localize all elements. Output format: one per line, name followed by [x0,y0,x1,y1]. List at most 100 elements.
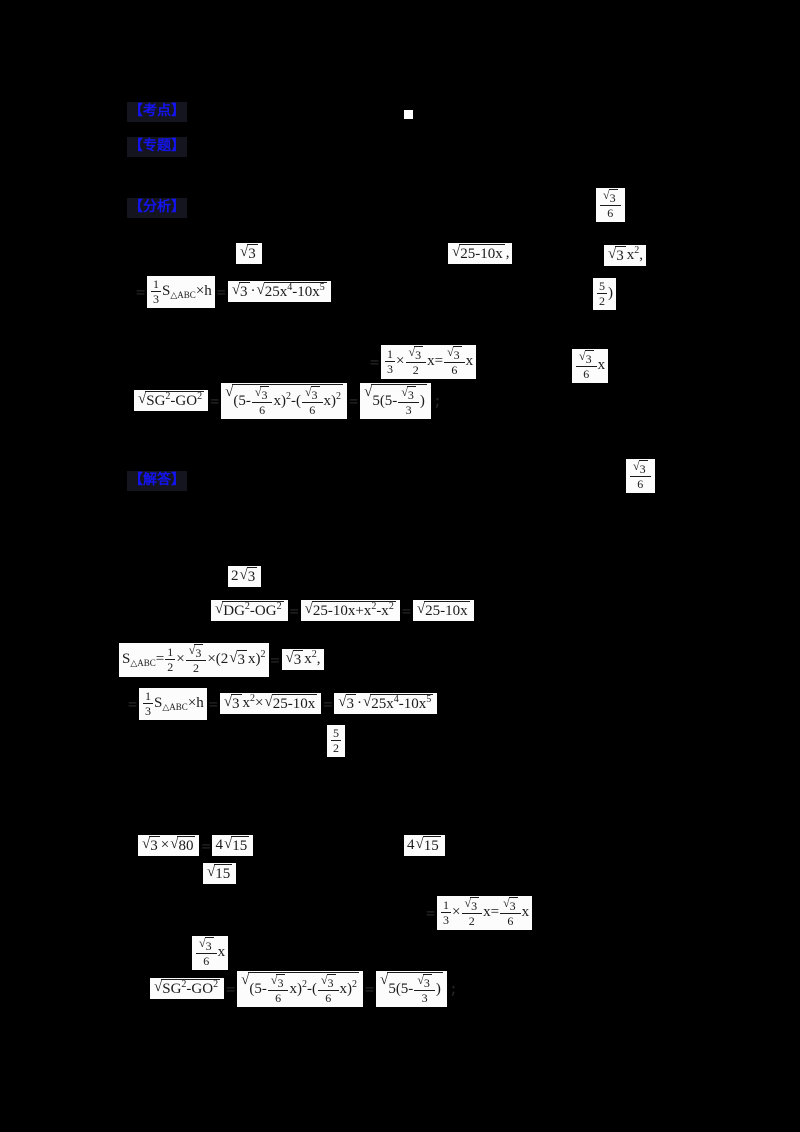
fraction: √ 3 6 [576,349,597,382]
fraction-numerator: 5 [597,279,607,295]
math-text: x) [289,981,302,998]
math-text: -x [376,603,389,619]
math-text: -10x [398,696,427,713]
math-text: = [201,836,211,855]
hidden-equals: = [400,602,413,620]
math-text: ; [448,979,458,998]
math-text: 3 [240,284,248,301]
fraction: √ 3 2 [185,643,207,676]
fraction-numerator: 1 [165,645,176,661]
radicand: 80 [177,836,196,855]
radical-sign-icon: √ [304,601,313,617]
formula-box: √ 3 x 2, [281,649,324,671]
radical: √ 3 [240,567,258,586]
radical: √ (5- √ 3 6 x) 2 -(√ 3 6 x) 2 [241,972,360,1006]
radical-sign-icon: √ [199,936,206,950]
fraction-numerator: 1 [385,347,396,363]
radicand: 3 [204,937,214,953]
math-text: 3 [153,292,160,307]
radical: √ 3 [229,650,248,669]
radical-sign-icon: √ [416,601,426,617]
radical-sign-icon: √ [363,694,372,711]
fraction-numerator: 5 [331,726,341,742]
radical: √ 3 [321,973,336,990]
fraction: √ 3 2 [461,896,483,929]
radical: √ SG 2 -GO 2 [138,391,205,410]
math-text: x [465,353,474,370]
formula-box: √ 3 × √ 80 [138,835,200,856]
math-text: 3 [346,696,355,713]
math-text: 6 [607,206,614,221]
fraction-numerator: √ 3 [576,349,597,368]
formula-box: 1 3 S △ABC ×h [147,276,215,308]
math-text: 3 [277,976,284,990]
hidden-equals: = [347,392,360,410]
formula-box: 4 √ 15 [404,835,445,856]
radical: √ 25x 4 -10x 5 [363,693,434,713]
formula-box: 2 √ 3 [228,566,262,587]
radical: √ 3 [603,188,618,205]
math-text: 4 [407,837,415,853]
radical-sign-icon: √ [225,384,234,400]
math-text: x [626,247,635,263]
formula-box: √ 3 · √ 25x 4 -10x 5 [334,693,438,715]
radical: √ 15 [416,836,441,855]
section-label-zhuanti: 【专题】 [127,137,187,157]
radical-sign-icon: √ [415,836,424,852]
fraction-denominator: 3 [151,292,161,306]
radical-sign-icon: √ [223,836,233,852]
fraction-numerator: √ 3 [301,385,323,404]
subscript: △ABC [162,702,188,713]
math-text: 15 [423,838,439,854]
radical: √ 3 [286,650,304,669]
math-text: SG [146,393,166,410]
radical-sign-icon: √ [264,694,273,711]
fraction-denominator: 6 [307,403,317,417]
math-text: 15 [215,866,231,882]
fraction: √ 3 6 [500,896,521,929]
radical: √ 3 [189,643,204,660]
fraction-numerator: √ 3 [398,385,419,404]
math-text: 1 [145,689,152,703]
radical-sign-icon: √ [142,836,151,852]
superscript: 4 [393,693,399,705]
formula-box: √ 5(5- √ 3 3) [376,971,447,1007]
radical-sign-icon: √ [239,567,248,583]
radical-sign-icon: √ [364,384,373,400]
math-text: 6 [325,991,332,1006]
math-text: · [250,283,256,300]
radical-sign-icon: √ [240,244,249,260]
radical: √ 25x 4 -10x 5 [257,282,327,301]
radicand: 3 [452,346,462,362]
radicand: SG 2 -GO 2 [145,391,205,410]
math-text: 6 [583,367,590,382]
radical: √ 3 [417,973,432,990]
fraction-denominator: 3 [143,704,153,718]
fraction-numerator: √ 3 [500,896,521,915]
fraction-denominator: 2 [467,914,477,928]
radicand: 3 [246,567,258,586]
radicand: 25-10x [424,601,470,620]
radical: √ 3 [608,246,626,265]
radical-sign-icon: √ [256,282,265,299]
radical: √ 3 [409,345,424,362]
formula-sqrt3-times-sqrt80: √ 3 × √ 80 = 4 √ 15 [138,835,254,856]
hidden-equals: = [208,392,221,410]
fraction-numerator: 1 [143,689,154,705]
radical: √ 3 [447,345,462,362]
superscript: 2 [301,978,307,990]
radical: √ DG 2 -OG 2 [215,601,284,620]
fraction-denominator: 2 [191,661,201,675]
radicand: (5- √ 3 6 x) 2 -(√ 3 6 x) 2 [248,972,360,1006]
fraction-numerator: 1 [151,277,162,293]
radical-sign-icon: √ [285,650,294,667]
math-text: 3 [195,646,202,660]
radicand: 25-10x+x 2 -x 2 [311,601,396,620]
math-text: = [401,601,411,620]
superscript: 5 [319,281,325,293]
fraction-denominator: 6 [605,206,615,220]
